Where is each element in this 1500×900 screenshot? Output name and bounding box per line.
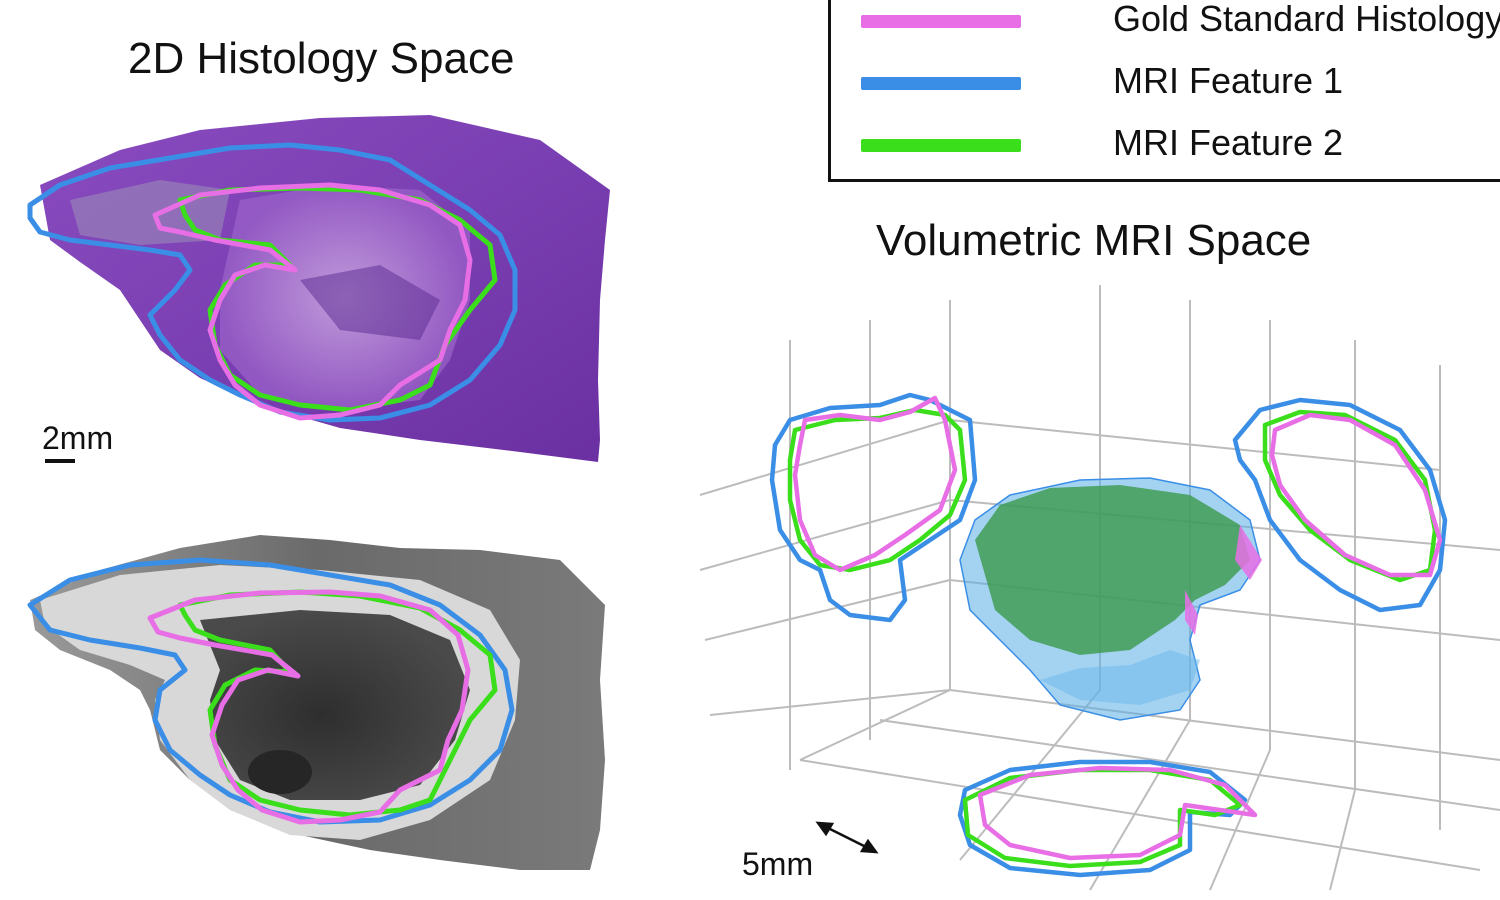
histology-space-title: 2D Histology Space (128, 34, 515, 83)
mri-space-title: Volumetric MRI Space (876, 216, 1312, 265)
legend-item-gold-standard: Gold Standard Histology (861, 0, 1500, 46)
legend-item-mri-feature-1: MRI Feature 1 (861, 58, 1500, 108)
histology-contours (27, 142, 518, 423)
legend-label: MRI Feature 1 (1113, 60, 1344, 101)
legend: Gold Standard Histology MRI Feature 1 MR… (828, 0, 1500, 182)
legend-label: Gold Standard Histology (1113, 0, 1500, 39)
mri-3d-volume (959, 477, 1262, 721)
legend-swatch-pink (861, 15, 1021, 28)
mri-scale-arrow (815, 821, 879, 854)
mri-scale-label: 5mm (742, 846, 814, 882)
histology-contour-blue (27, 142, 518, 423)
mri-contour-pink (147, 589, 471, 825)
mri-contour-blue (27, 557, 515, 825)
legend-label: MRI Feature 2 (1113, 122, 1344, 163)
mri-bottom-projection (957, 759, 1258, 878)
histology-scale-label: 2mm (42, 420, 114, 456)
legend-swatch-blue (861, 77, 1021, 90)
legend-swatch-green (861, 139, 1021, 152)
mri-slice-contours (27, 557, 515, 825)
mri-left-projection (769, 392, 978, 623)
mri-right-projection (1232, 397, 1448, 613)
legend-item-mri-feature-2: MRI Feature 2 (861, 120, 1500, 170)
histology-contour-pink (152, 182, 473, 421)
